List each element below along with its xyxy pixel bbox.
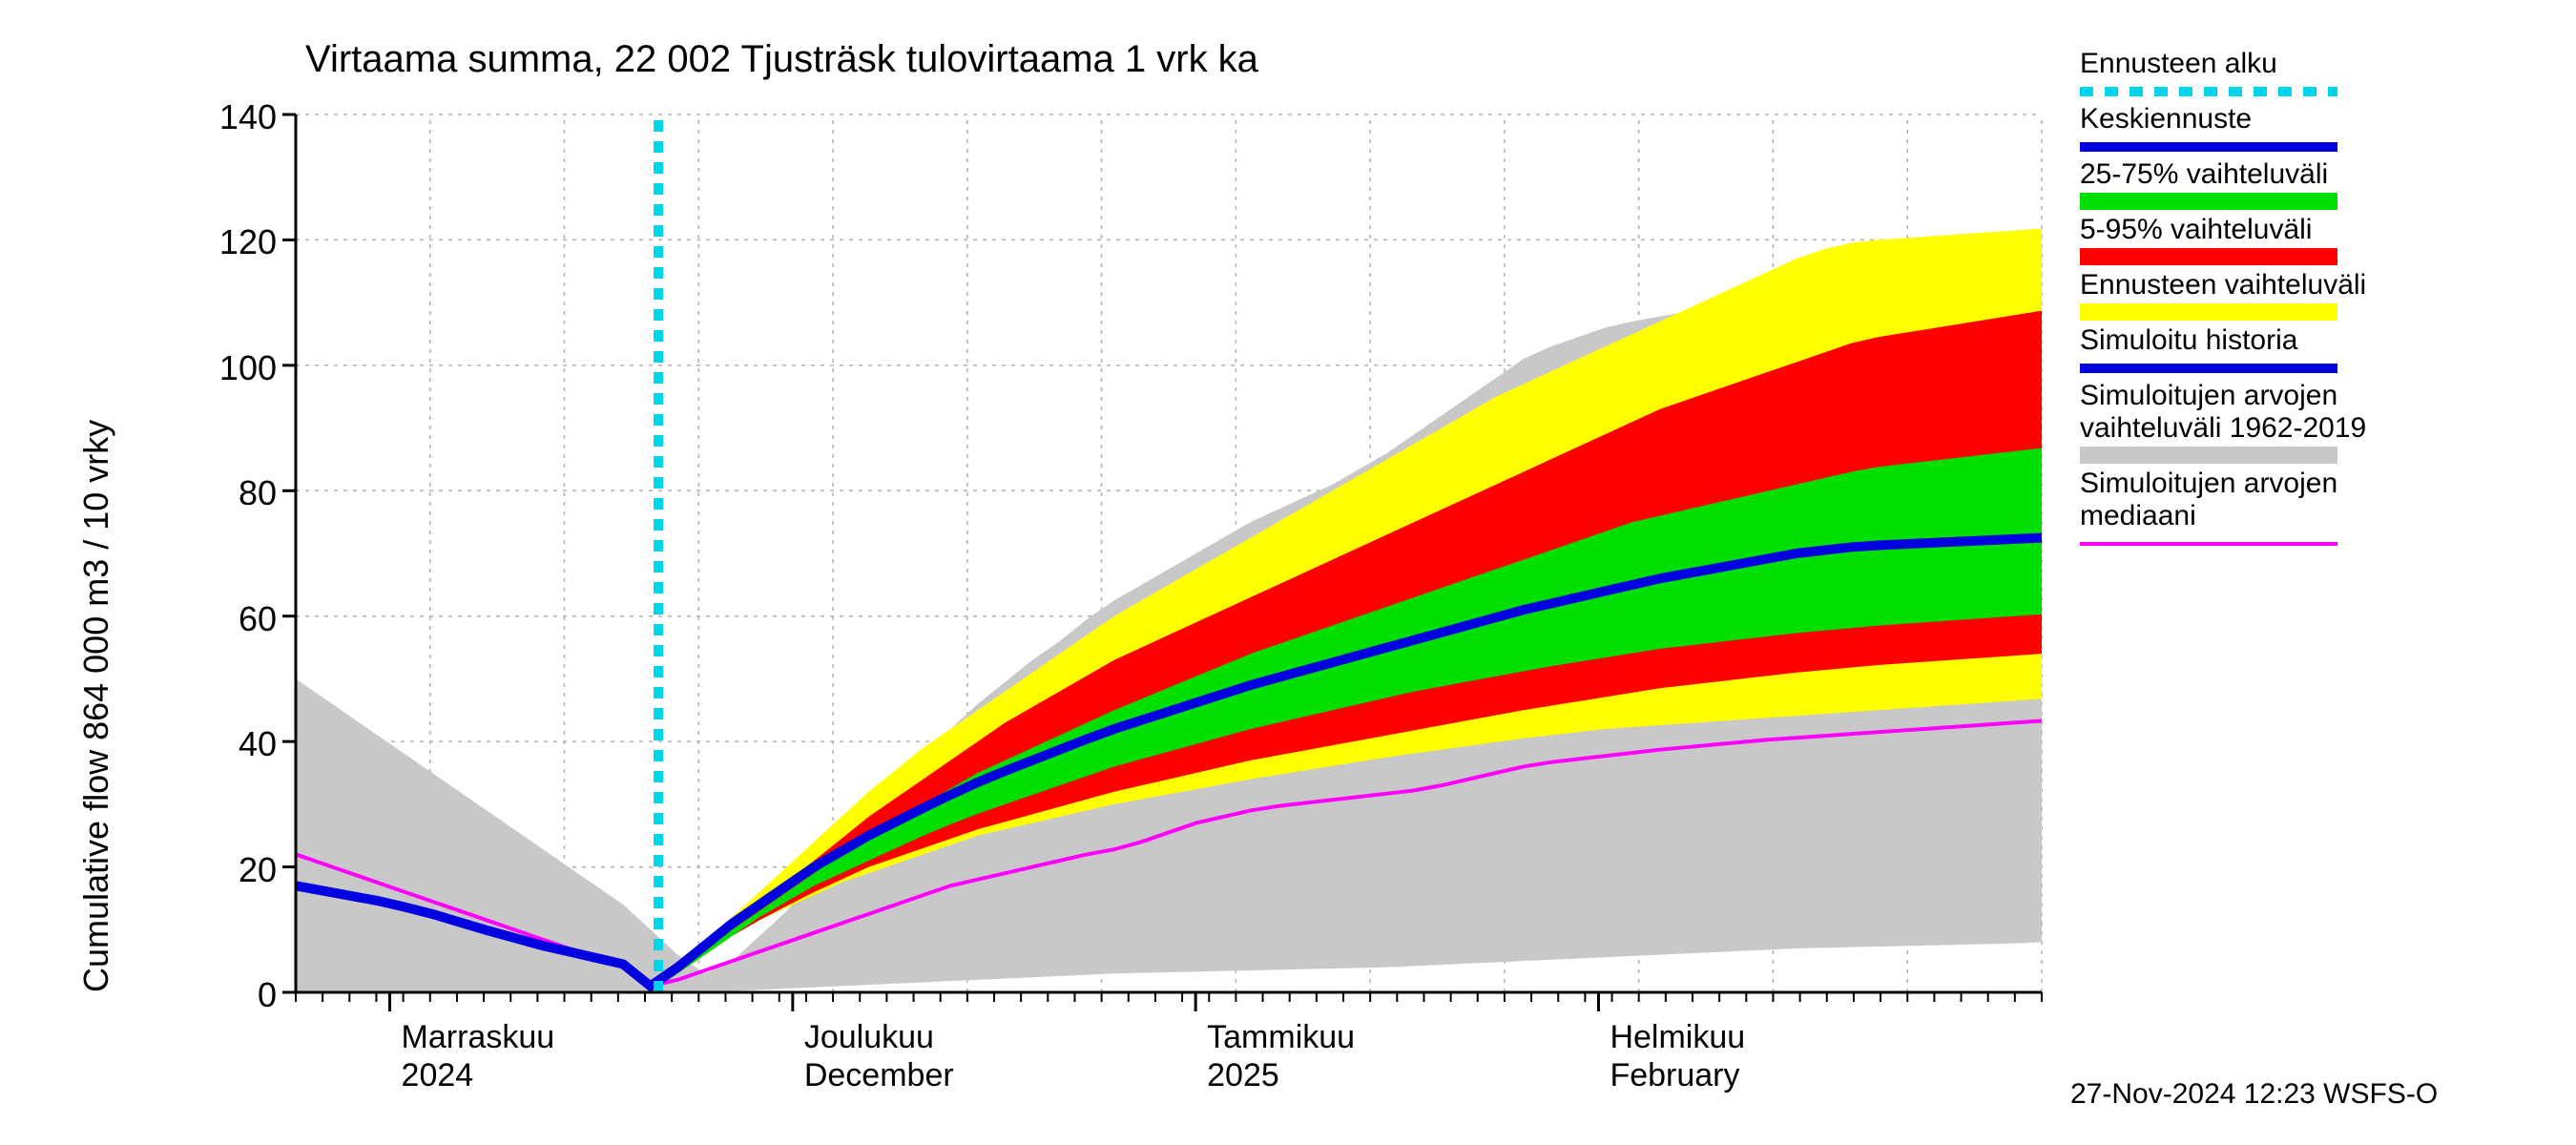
y-tick-label: 40 <box>239 724 277 764</box>
y-tick-label: 60 <box>239 599 277 639</box>
legend-swatch <box>2080 137 2337 155</box>
legend-swatch <box>2080 534 2337 552</box>
footer-timestamp: 27-Nov-2024 12:23 WSFS-O <box>2070 1078 2438 1111</box>
legend-label: Simuloitu historia <box>2080 324 2366 357</box>
legend-entry: Ennusteen vaihteluväli <box>2080 269 2366 321</box>
legend-swatch <box>2080 447 2337 464</box>
legend-entry: Simuloitujen arvojen vaihteluväli 1962-2… <box>2080 380 2366 464</box>
y-tick-label: 100 <box>219 348 277 388</box>
y-tick-label: 120 <box>219 222 277 262</box>
x-tick-label-bot: 2025 <box>1207 1057 1279 1094</box>
x-tick-label-bot: February <box>1610 1057 1739 1094</box>
legend-swatch <box>2080 193 2337 210</box>
legend-label: Keskiennuste <box>2080 103 2366 135</box>
legend-entry: 25-75% vaihteluväli <box>2080 158 2366 210</box>
chart-title: Virtaama summa, 22 002 Tjusträsk tulovir… <box>305 38 1258 81</box>
x-tick-label-top: Helmikuu <box>1610 1019 1745 1056</box>
legend-entry: Ennusteen alku <box>2080 48 2366 99</box>
legend-label: Ennusteen vaihteluväli <box>2080 269 2366 302</box>
chart-frame: Virtaama summa, 22 002 Tjusträsk tulovir… <box>0 0 2576 1145</box>
x-tick-label-top: Tammikuu <box>1207 1019 1355 1056</box>
legend-label: 5-95% vaihteluväli <box>2080 214 2366 246</box>
y-tick-label: 20 <box>239 850 277 890</box>
y-tick-label: 0 <box>258 975 277 1015</box>
legend-label: Simuloitujen arvojen mediaani <box>2080 468 2366 532</box>
legend-swatch <box>2080 359 2337 376</box>
y-tick-label: 140 <box>219 97 277 137</box>
legend-label: 25-75% vaihteluväli <box>2080 158 2366 191</box>
x-tick-label-top: Marraskuu <box>402 1019 555 1056</box>
legend: Ennusteen alku Keskiennuste 25-75% vaihtel… <box>2080 48 2366 555</box>
legend-label: Ennusteen alku <box>2080 48 2366 80</box>
y-tick-label: 80 <box>239 473 277 513</box>
x-tick-label-top: Joulukuu <box>804 1019 934 1056</box>
y-axis-label: Cumulative flow 864 000 m3 / 10 vrky <box>76 420 116 992</box>
legend-entry: Simuloitu historia <box>2080 324 2366 376</box>
legend-entry: Simuloitujen arvojen mediaani <box>2080 468 2366 552</box>
legend-label: Simuloitujen arvojen vaihteluväli 1962-2… <box>2080 380 2366 445</box>
legend-swatch <box>2080 82 2337 99</box>
legend-entry: 5-95% vaihteluväli <box>2080 214 2366 265</box>
x-tick-label-bot: December <box>804 1057 954 1094</box>
legend-entry: Keskiennuste <box>2080 103 2366 155</box>
legend-swatch <box>2080 303 2337 321</box>
plot-area <box>277 95 2061 1011</box>
legend-swatch <box>2080 248 2337 265</box>
x-tick-label-bot: 2024 <box>402 1057 474 1094</box>
